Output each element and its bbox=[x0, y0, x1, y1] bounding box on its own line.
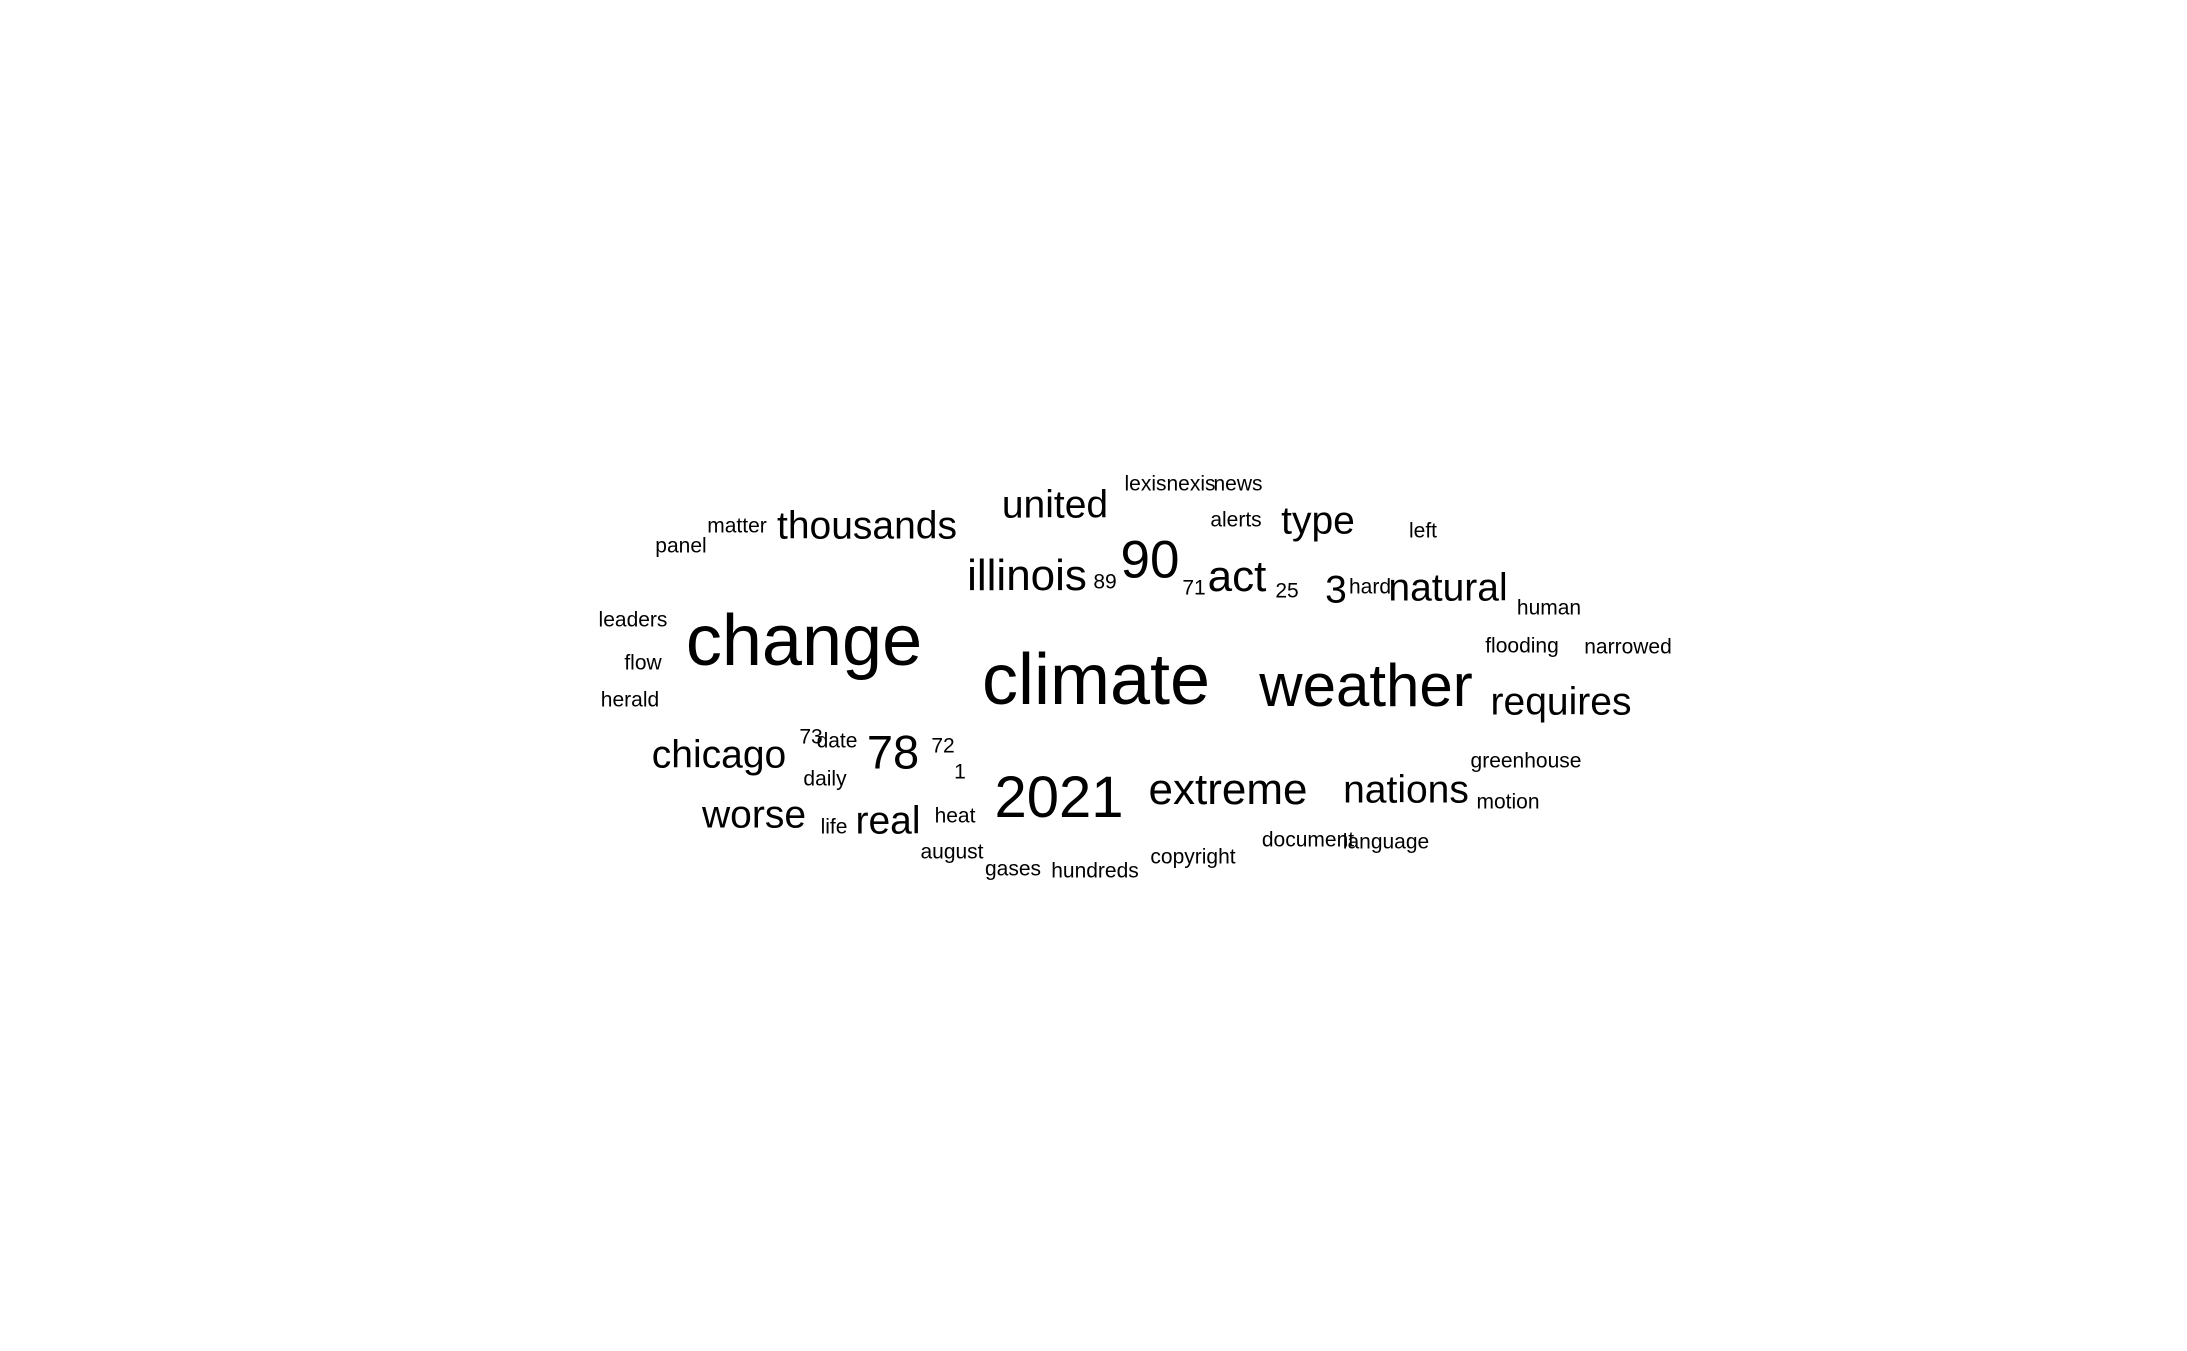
word-copyright: copyright bbox=[1150, 845, 1236, 869]
word-25: 25 bbox=[1275, 579, 1299, 603]
word-greenhouse: greenhouse bbox=[1470, 749, 1582, 773]
word-flow: flow bbox=[624, 651, 662, 675]
word-flooding: flooding bbox=[1485, 634, 1559, 658]
word-life: life bbox=[820, 815, 848, 839]
word-natural: natural bbox=[1388, 566, 1508, 610]
word-3: 3 bbox=[1325, 568, 1347, 612]
word-heat: heat bbox=[934, 804, 976, 828]
word-extreme: extreme bbox=[1148, 765, 1308, 814]
word-71: 71 bbox=[1182, 576, 1206, 600]
word-narrowed: narrowed bbox=[1584, 635, 1672, 659]
word-change: change bbox=[685, 601, 923, 681]
word-act: act bbox=[1207, 552, 1267, 601]
word-hard: hard bbox=[1348, 575, 1392, 599]
word-type: type bbox=[1281, 499, 1355, 543]
word-lexisnexis: lexisnexis bbox=[1124, 472, 1216, 496]
word-leaders: leaders bbox=[598, 608, 668, 632]
word-news: news bbox=[1213, 472, 1263, 496]
word-united: united bbox=[1001, 483, 1109, 527]
word-herald: herald bbox=[600, 688, 660, 712]
word-matter: matter bbox=[707, 514, 767, 538]
word-89: 89 bbox=[1093, 570, 1117, 594]
word-left: left bbox=[1408, 519, 1438, 543]
word-gases: gases bbox=[984, 857, 1042, 881]
word-climate: climate bbox=[981, 640, 1211, 720]
word-worse: worse bbox=[701, 793, 807, 837]
word-78: 78 bbox=[866, 725, 920, 779]
word-weather: weather bbox=[1259, 652, 1473, 719]
word-august: august bbox=[920, 840, 984, 864]
word-chicago: chicago bbox=[651, 733, 787, 777]
word-2021: 2021 bbox=[994, 765, 1124, 830]
word-1: 1 bbox=[954, 760, 966, 784]
word-alerts: alerts bbox=[1210, 508, 1262, 532]
word-72: 72 bbox=[931, 734, 955, 758]
word-language: language bbox=[1342, 830, 1430, 854]
word-document: document bbox=[1261, 828, 1355, 852]
word-nations: nations bbox=[1343, 768, 1469, 812]
word-illinois: illinois bbox=[967, 551, 1087, 600]
word-motion: motion bbox=[1476, 790, 1540, 814]
word-daily: daily bbox=[803, 767, 847, 791]
word-hundreds: hundreds bbox=[1051, 859, 1139, 883]
word-human: human bbox=[1516, 596, 1582, 620]
word-real: real bbox=[855, 799, 921, 843]
word-thousands: thousands bbox=[777, 504, 957, 548]
word-date: date bbox=[816, 729, 858, 753]
word-90: 90 bbox=[1120, 530, 1180, 590]
word-requires: requires bbox=[1490, 680, 1632, 724]
word-panel: panel bbox=[655, 534, 707, 558]
word-73: 73 bbox=[799, 725, 823, 749]
